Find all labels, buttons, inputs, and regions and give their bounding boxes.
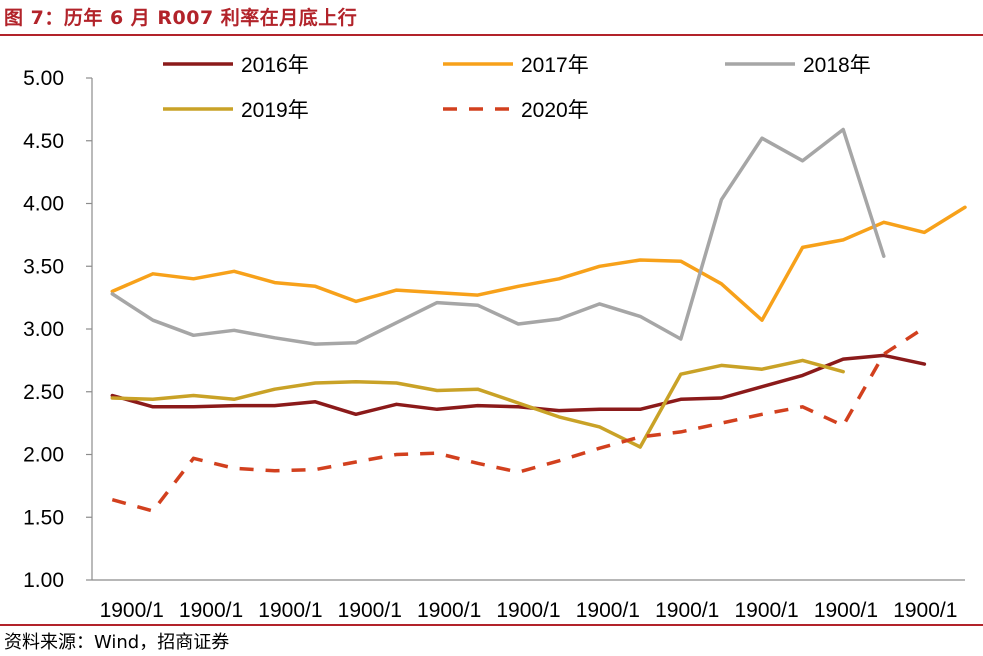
series-line-3: [110, 127, 886, 346]
x-tick-label: 1900/1: [179, 599, 243, 622]
x-tick-label: 1900/1: [100, 599, 164, 622]
y-tick-label: 2.00: [23, 444, 64, 467]
chart-legend: 2016年 2017年 2018年 2019年 2020年: [163, 54, 871, 122]
series-line-5: [111, 326, 926, 513]
x-tick-label: 1900/1: [893, 599, 957, 622]
series-line-4: [110, 358, 845, 449]
y-tick-label: 3.00: [23, 318, 64, 341]
chart-series: [110, 127, 967, 513]
x-tick-label: 1900/1: [258, 599, 322, 622]
y-tick-label: 5.00: [23, 67, 64, 90]
figure-title: 图 7：历年 6 月 R007 利率在月底上行: [4, 7, 358, 29]
series-line-1: [110, 353, 927, 417]
series-line-2: [110, 205, 967, 322]
y-axis: 1.00 1.50 2.00 2.50 3.00 3.50 4.00 4.50 5.00: [23, 67, 93, 592]
x-tick-label: 1900/1: [338, 599, 402, 622]
y-tick-label: 2.50: [23, 381, 64, 404]
legend-label-1: 2016年: [241, 54, 309, 77]
legend-label-4: 2019年: [241, 99, 309, 122]
legend-label-2: 2017年: [521, 54, 589, 77]
legend-label-5: 2020年: [521, 99, 589, 122]
x-tick-label: 1900/1: [814, 599, 878, 622]
y-tick-label: 3.50: [23, 255, 64, 278]
source-note: 资料来源：Wind，招商证券: [4, 632, 230, 653]
y-tick-label: 1.50: [23, 506, 64, 529]
x-tick-label: 1900/1: [655, 599, 719, 622]
title-rule: [0, 34, 983, 36]
legend-label-3: 2018年: [803, 54, 871, 77]
y-tick-label: 4.00: [23, 193, 64, 216]
y-tick-label: 1.00: [23, 569, 64, 592]
y-tick-label: 4.50: [23, 130, 64, 153]
x-tick-label: 1900/1: [734, 599, 798, 622]
x-tick-label: 1900/1: [576, 599, 640, 622]
x-tick-label: 1900/1: [496, 599, 560, 622]
x-tick-label: 1900/1: [417, 599, 481, 622]
source-rule: [0, 624, 983, 626]
x-axis: 1900/1 1900/1 1900/1 1900/1 1900/1 1900/1 1900…: [92, 579, 965, 622]
